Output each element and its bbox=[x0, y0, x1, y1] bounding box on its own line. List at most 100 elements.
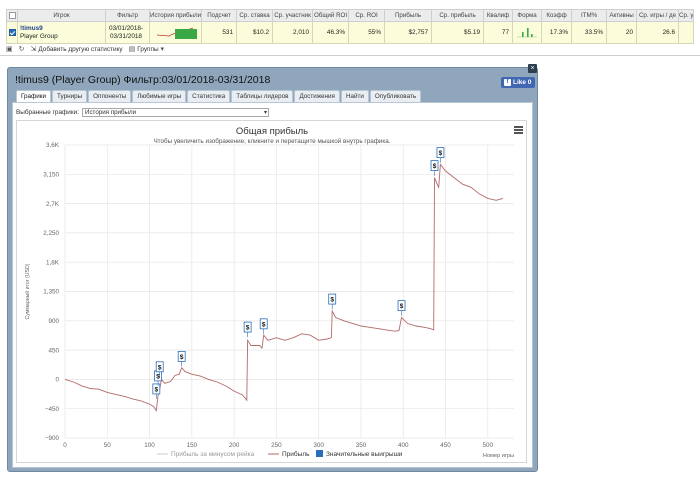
form-sparkline-chart bbox=[517, 27, 538, 37]
select-rows-icon[interactable]: ▣ bbox=[6, 46, 13, 53]
col-header-rating[interactable]: Коэфф bbox=[541, 9, 573, 22]
col-header-avg-games-day[interactable]: Ср. игры / де bbox=[636, 9, 680, 22]
avg-games-day-cell: 26.6 bbox=[636, 21, 680, 44]
add-stat-label: Добавить другую статистику bbox=[38, 45, 123, 53]
y-tick-label: 2,7K bbox=[46, 201, 60, 208]
y-tick-label: 1,8K bbox=[46, 259, 60, 266]
big-win-label: $ bbox=[246, 325, 250, 332]
count-cell: 531 bbox=[201, 21, 238, 44]
graph-select-dropdown[interactable]: История прибыли ▾ bbox=[82, 108, 270, 117]
graph-select-value: История прибыли bbox=[85, 109, 137, 116]
y-tick-label: 3,150 bbox=[43, 172, 59, 179]
legend-label-profit: Прибыль bbox=[282, 450, 310, 458]
profit-chart[interactable]: Общая прибыль Чтобы увеличить изображение… bbox=[16, 120, 527, 463]
big-win-marker bbox=[436, 147, 445, 158]
avg-entrants-cell: 2,010 bbox=[272, 21, 314, 44]
big-win-marker bbox=[430, 160, 439, 172]
player-name-link[interactable]: !timus9 bbox=[20, 24, 43, 32]
filter-cell: 03/01/2018- 03/31/2018 bbox=[105, 21, 150, 44]
tab-statistics[interactable]: Статистика bbox=[187, 90, 231, 102]
big-win-label: $ bbox=[262, 321, 266, 328]
y-tick-label: −450 bbox=[45, 406, 60, 413]
form-cell bbox=[512, 21, 543, 44]
x-tick-label: 100 bbox=[144, 442, 155, 449]
x-tick-label: 350 bbox=[356, 442, 367, 449]
col-header-avg-profit[interactable]: Ср. прибыль bbox=[431, 9, 485, 22]
stats-header-row: Игрок Фильтр История прибыли Подсчет Ср.… bbox=[6, 9, 695, 22]
col-header-trailing[interactable]: Ср. у bbox=[678, 9, 695, 22]
row-checkbox[interactable] bbox=[8, 28, 16, 36]
big-win-label: $ bbox=[439, 150, 443, 157]
col-header-count[interactable]: Подсчет bbox=[201, 9, 238, 22]
big-win-marker bbox=[259, 318, 268, 330]
tab-find[interactable]: Найти bbox=[340, 90, 369, 102]
tab-achievements[interactable]: Достижения bbox=[294, 90, 340, 102]
chart-title: Общая прибыль bbox=[236, 126, 308, 137]
col-header-ability[interactable]: Квалиф bbox=[483, 9, 514, 22]
form-bar bbox=[527, 27, 529, 37]
col-header-profit[interactable]: Прибыль bbox=[384, 9, 433, 22]
x-tick-label: 0 bbox=[63, 442, 67, 449]
facebook-like-button[interactable]: f Like 0 bbox=[501, 77, 535, 88]
table-row[interactable]: !timus9 Player Group 03/01/2018- 03/31/2… bbox=[6, 21, 695, 44]
stats-table: Игрок Фильтр История прибыли Подсчет Ср.… bbox=[6, 9, 695, 44]
filter-to: 03/31/2018 bbox=[110, 32, 142, 40]
x-tick-label: 500 bbox=[483, 442, 494, 449]
big-win-marker bbox=[177, 350, 186, 362]
stats-area: Игрок Фильтр История прибыли Подсчет Ср.… bbox=[0, 0, 700, 56]
y-tick-label: −900 bbox=[45, 435, 60, 442]
x-axis-label: Номер игры bbox=[483, 453, 514, 459]
avg-roi-cell: 55% bbox=[348, 21, 386, 44]
col-header-profit-history[interactable]: История прибыли bbox=[148, 9, 203, 22]
y-tick-label: 1,350 bbox=[43, 289, 59, 296]
selected-graphs-label: Выбранные графики: bbox=[16, 109, 80, 116]
big-win-marker bbox=[152, 383, 161, 395]
col-header-avg-entrants[interactable]: Ср. участник bbox=[272, 9, 314, 22]
tab-opponents[interactable]: Оппоненты bbox=[88, 90, 132, 102]
groups-dropdown[interactable]: ▤ Группы ▾ bbox=[129, 45, 165, 54]
legend-box-big-wins bbox=[316, 450, 323, 457]
col-header-itm[interactable]: ITM% bbox=[571, 9, 608, 22]
big-win-marker bbox=[243, 321, 252, 333]
big-win-label: $ bbox=[155, 386, 159, 393]
player-cell[interactable]: !timus9 Player Group bbox=[17, 21, 106, 44]
tab-charts[interactable]: Графики bbox=[16, 90, 52, 102]
add-stat-button[interactable]: ⇲ Добавить другую статистику bbox=[31, 45, 123, 54]
x-tick-label: 250 bbox=[271, 442, 282, 449]
col-header-active[interactable]: Активны bbox=[606, 9, 638, 22]
panel-body: Выбранные графики: История прибыли ▾ Общ… bbox=[12, 102, 533, 468]
close-button[interactable]: × bbox=[528, 64, 537, 73]
col-header-avg-roi[interactable]: Ср. ROI bbox=[348, 9, 386, 22]
refresh-icon[interactable]: ↻ bbox=[18, 46, 25, 53]
big-win-marker bbox=[155, 361, 164, 373]
big-win-label: $ bbox=[400, 303, 404, 310]
tab-leaderboards[interactable]: Таблицы лидеров bbox=[231, 90, 294, 102]
y-tick-label: 900 bbox=[48, 318, 59, 325]
player-panel: !timus9 (Player Group) Фильтр:03/01/2018… bbox=[7, 64, 538, 472]
x-tick-label: 300 bbox=[313, 442, 324, 449]
big-win-label: $ bbox=[433, 163, 437, 170]
y-axis-label: Суммарный итог (USD) bbox=[24, 263, 31, 319]
col-header-avg-stake[interactable]: Ср. ставка bbox=[236, 9, 274, 22]
tab-tournaments[interactable]: Турниры bbox=[52, 90, 88, 102]
avg-profit-cell: $5.19 bbox=[431, 21, 485, 44]
col-header-total-roi[interactable]: Общий ROI bbox=[312, 9, 350, 22]
panel-tabs: Графики Турниры Оппоненты Любимые игры С… bbox=[16, 90, 422, 102]
filter-from: 03/01/2018- bbox=[108, 24, 144, 32]
big-win-label: $ bbox=[180, 354, 184, 361]
profit-cell: $2,757 bbox=[384, 21, 433, 44]
col-header-player[interactable]: Игрок bbox=[17, 9, 106, 22]
select-all-checkbox[interactable] bbox=[8, 11, 16, 19]
graph-select-row: Выбранные графики: История прибыли ▾ bbox=[16, 108, 270, 117]
tab-favorite-games[interactable]: Любимые игры bbox=[132, 90, 187, 102]
col-header-filter[interactable]: Фильтр bbox=[105, 9, 150, 22]
chevron-down-icon: ▾ bbox=[160, 46, 165, 53]
select-all-cell[interactable] bbox=[6, 9, 18, 22]
tab-publish[interactable]: Опубликовать bbox=[369, 90, 422, 102]
chart-menu-icon[interactable] bbox=[514, 126, 523, 134]
row-select-cell[interactable] bbox=[6, 21, 18, 44]
avg-stake-cell: $10.2 bbox=[236, 21, 274, 44]
col-header-form[interactable]: Форма bbox=[512, 9, 543, 22]
big-win-label: $ bbox=[156, 373, 160, 380]
